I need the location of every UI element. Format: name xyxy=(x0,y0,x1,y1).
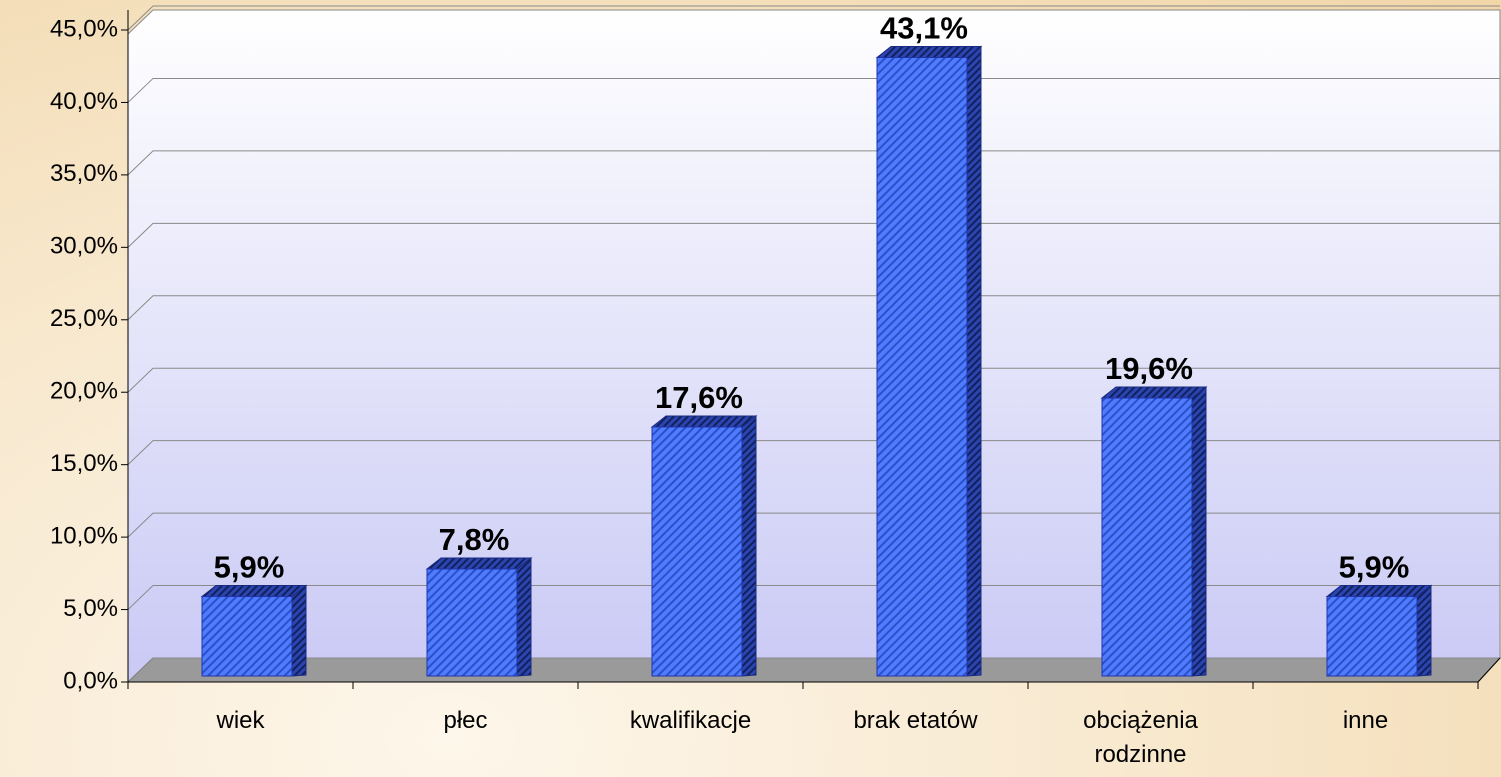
x-tick-label: płec xyxy=(443,707,488,734)
grid-line xyxy=(127,5,1500,31)
grid-line xyxy=(127,367,1500,393)
y-tick-label: 0,0% xyxy=(63,667,118,694)
bar-front xyxy=(426,568,518,677)
bar-top xyxy=(650,415,758,428)
value-label: 17,6% xyxy=(655,380,743,415)
bar xyxy=(1100,385,1208,677)
bar-top xyxy=(200,585,308,598)
y-tick-label: 5,0% xyxy=(63,595,118,622)
bar-front xyxy=(1326,596,1418,677)
grid-line xyxy=(127,512,1500,538)
y-tick-label: 30,0% xyxy=(50,233,118,260)
bar xyxy=(200,584,308,677)
value-label: 5,9% xyxy=(1339,550,1410,585)
grid-line xyxy=(127,440,1500,466)
bar-front xyxy=(201,596,293,677)
y-tick-label: 15,0% xyxy=(50,450,118,477)
grid-line xyxy=(127,295,1500,321)
bar-top xyxy=(875,46,983,59)
y-tick-label: 45,0% xyxy=(50,15,118,42)
bar-side xyxy=(741,414,757,677)
bar-front xyxy=(651,426,743,677)
floor-edge xyxy=(1477,657,1501,683)
bar-side xyxy=(516,556,532,677)
y-tick-label: 25,0% xyxy=(50,305,118,332)
x-tick-label: obciążenia rodzinne xyxy=(1083,707,1198,768)
value-label: 7,8% xyxy=(439,522,510,557)
bar-top xyxy=(1325,585,1433,598)
grid-line xyxy=(127,222,1500,248)
plot-wall xyxy=(127,9,1501,684)
y-tick-label: 35,0% xyxy=(50,160,118,187)
bar-front xyxy=(1101,397,1193,677)
grid-line xyxy=(127,585,1500,610)
y-tick-label: 40,0% xyxy=(50,88,118,115)
value-label: 19,6% xyxy=(1105,351,1193,386)
plot-floor xyxy=(126,657,1501,683)
bar-front xyxy=(876,57,968,677)
bar-side xyxy=(1191,385,1207,677)
bar-top xyxy=(1100,386,1208,399)
bar-side xyxy=(966,45,982,677)
bar-side xyxy=(1416,584,1432,677)
y-tick-label: 10,0% xyxy=(50,522,118,549)
x-tick-label: wiek xyxy=(216,707,265,734)
x-tick-label: inne xyxy=(1342,707,1389,734)
value-label: 5,9% xyxy=(214,550,285,585)
bar-side xyxy=(291,584,307,677)
y-tick-label: 20,0% xyxy=(50,378,118,405)
bar xyxy=(650,414,758,677)
bar xyxy=(1325,584,1433,677)
grid-line xyxy=(127,657,1500,683)
bar xyxy=(425,556,533,677)
grid-line xyxy=(127,77,1500,103)
x-tick-label: kwalifikacje xyxy=(629,707,752,734)
grid-line xyxy=(127,150,1500,176)
bar xyxy=(875,45,983,677)
value-label: 43,1% xyxy=(880,11,968,46)
bar-top xyxy=(425,557,533,570)
x-tick-label: brak etatów xyxy=(853,707,978,734)
